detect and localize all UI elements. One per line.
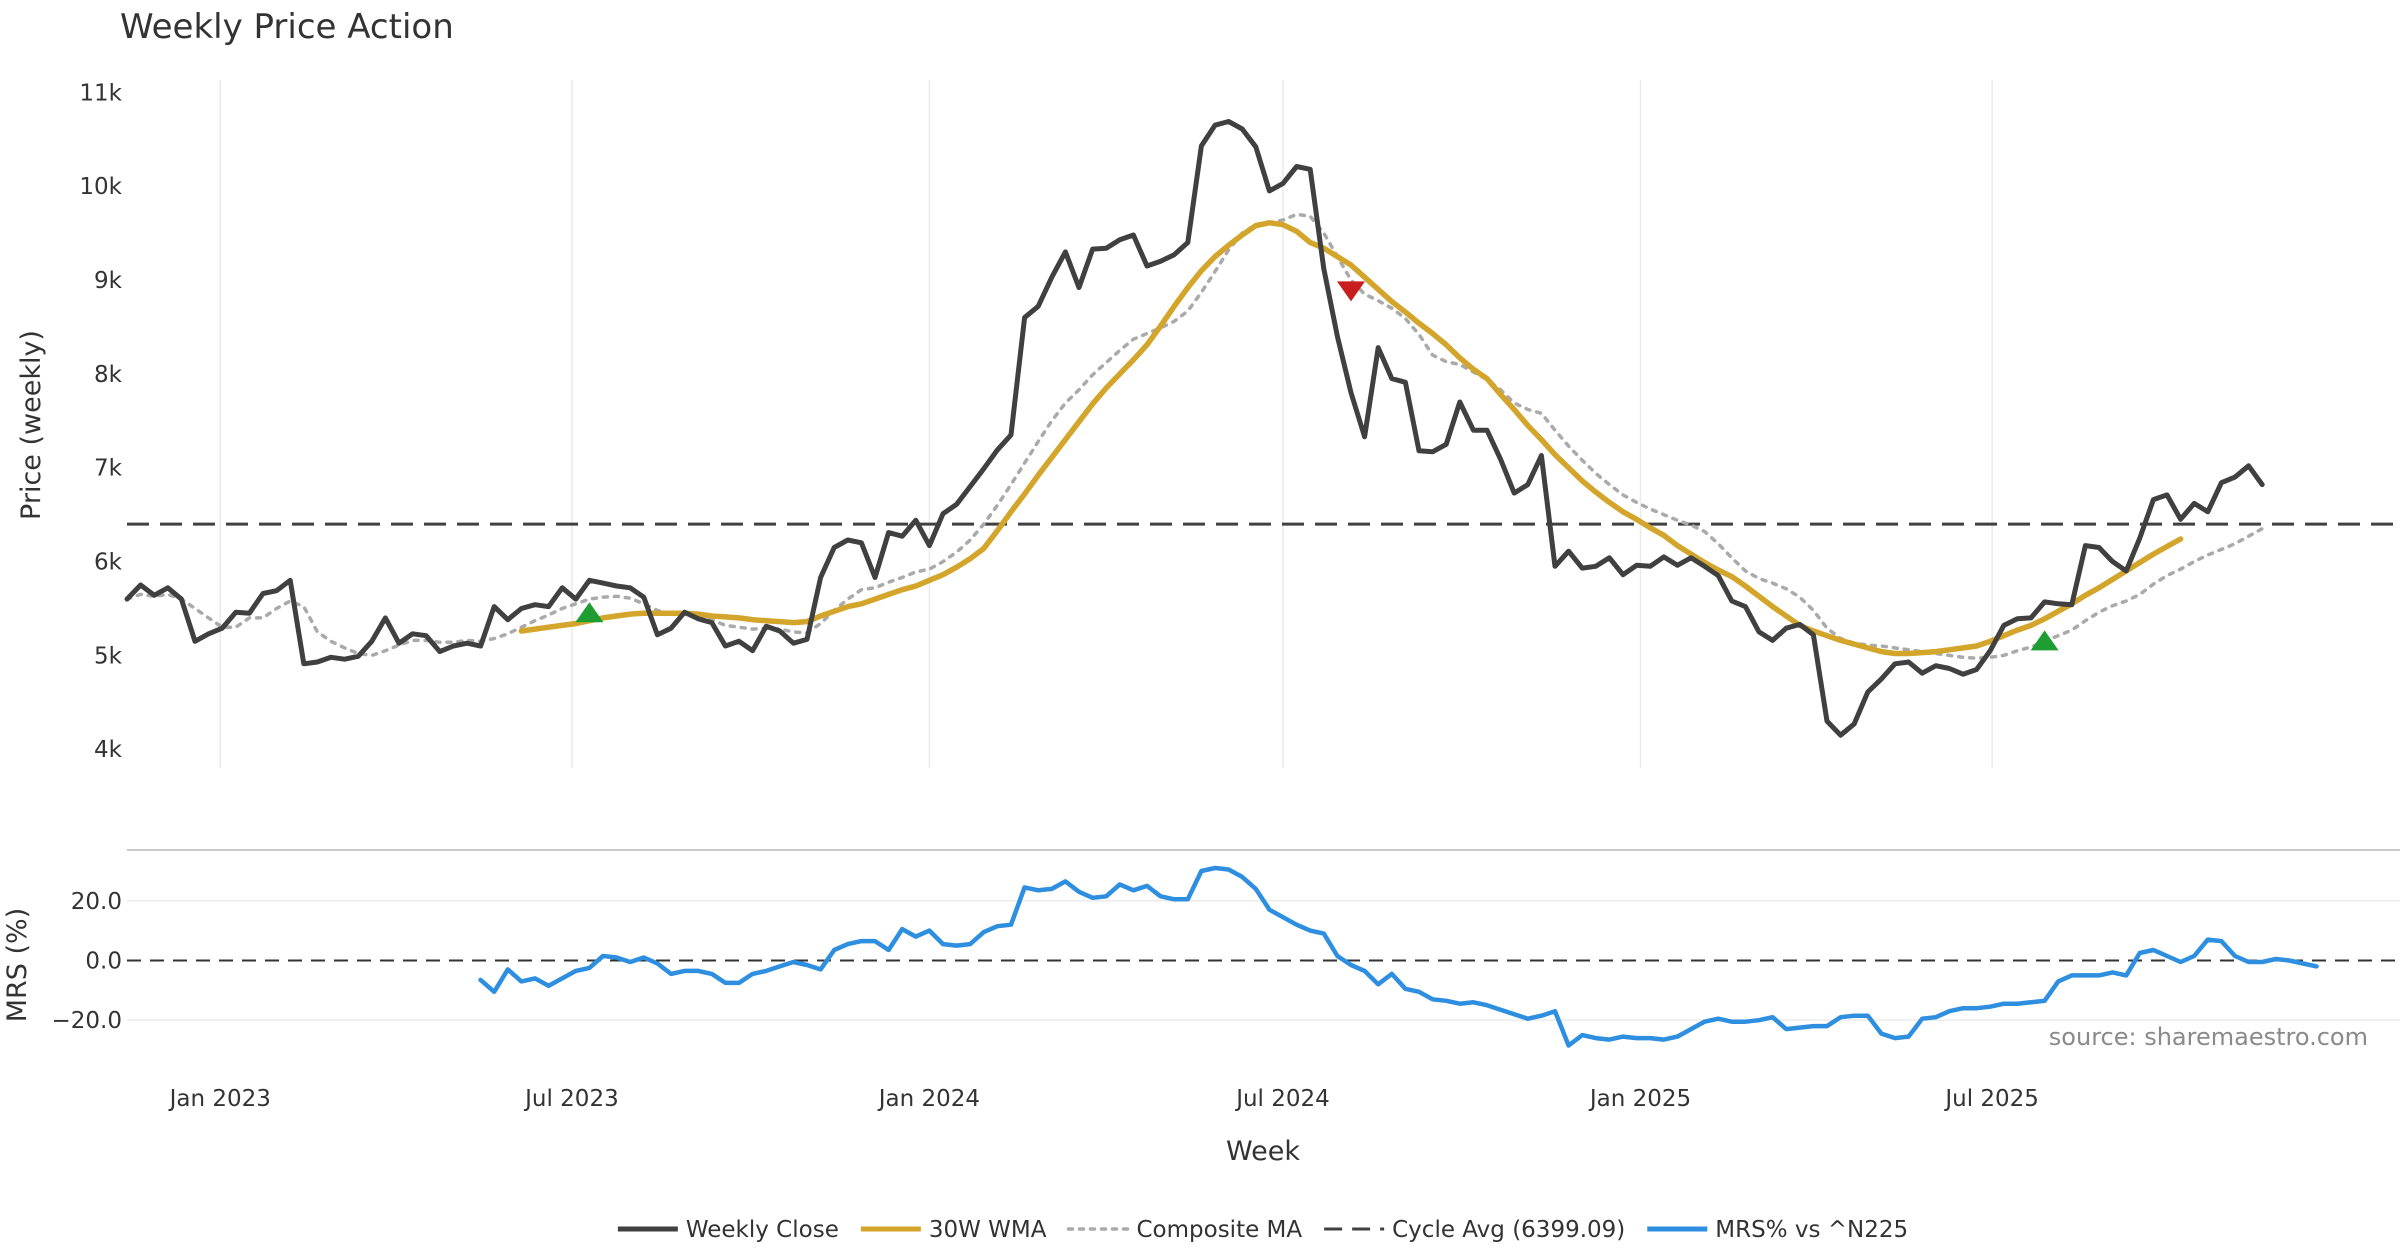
x-tick-jul-2024: Jul 2024 (1234, 1086, 1330, 1112)
x-axis-label: Week (1226, 1136, 1300, 1167)
x-tick-jan-2023: Jan 2023 (168, 1086, 271, 1112)
mrs-axis-label: MRS (%) (2, 908, 33, 1023)
y-tick-labels: 4k 5k 6k 7k 8k 9k 10k 11k 20.0 0.0 −20.0 (52, 80, 123, 1034)
legend-label-mrs-vs-n225: MRS% vs ^N225 (1715, 1217, 1908, 1243)
reference-lines (127, 522, 2400, 962)
chart-title: Weekly Price Action (120, 7, 454, 47)
x-tick-jan-2025: Jan 2025 (1588, 1086, 1691, 1112)
sell-signal-marker-2 (1337, 281, 1365, 302)
mrs-tick-0: 0.0 (85, 948, 122, 974)
price-tick-5000: 5k (94, 643, 123, 669)
series-30w-wma (518, 220, 2184, 657)
price-tick-4000: 4k (94, 737, 123, 763)
x-tick-jul-2025: Jul 2025 (1943, 1086, 2039, 1112)
signal-markers (575, 281, 2059, 651)
x-tick-jan-2024: Jan 2024 (877, 1086, 980, 1112)
price-axis-label: Price (weekly) (16, 330, 47, 520)
mrs-tick--20: −20.0 (52, 1008, 122, 1034)
series-lines (124, 119, 2319, 1048)
legend-label-weekly-close: Weekly Close (686, 1217, 839, 1243)
x-tick-jul-2023: Jul 2023 (523, 1086, 619, 1112)
series-weekly-close (124, 119, 2265, 738)
legend-label-cycle-avg-6399-09: Cycle Avg (6399.09) (1392, 1217, 1625, 1243)
legend-label-composite-ma: Composite MA (1136, 1217, 1302, 1243)
price-tick-7000: 7k (94, 456, 123, 482)
buy-signal-marker-3 (2030, 630, 2059, 651)
price-tick-8000: 8k (94, 362, 123, 388)
source-note: source: sharemaestro.com (2049, 1023, 2368, 1051)
price-tick-9000: 9k (94, 268, 123, 294)
mrs-tick-20: 20.0 (71, 889, 122, 915)
price-tick-6000: 6k (94, 550, 123, 576)
buy-signal-marker-1 (575, 602, 604, 623)
price-tick-10000: 10k (79, 174, 122, 200)
legend: Weekly Close 30W WMA Composite MA Cycle Avg… (617, 1217, 1908, 1243)
series-mrs-vs-n225 (478, 865, 2319, 1048)
price-tick-11000: 11k (79, 80, 122, 106)
gridlines (127, 80, 2400, 1021)
x-tick-labels: Jan 2023 Jul 2023 Jan 2024 Jul 2024 Jan 2025… (168, 1086, 2039, 1112)
legend-label-30w-wma: 30W WMA (929, 1217, 1047, 1243)
